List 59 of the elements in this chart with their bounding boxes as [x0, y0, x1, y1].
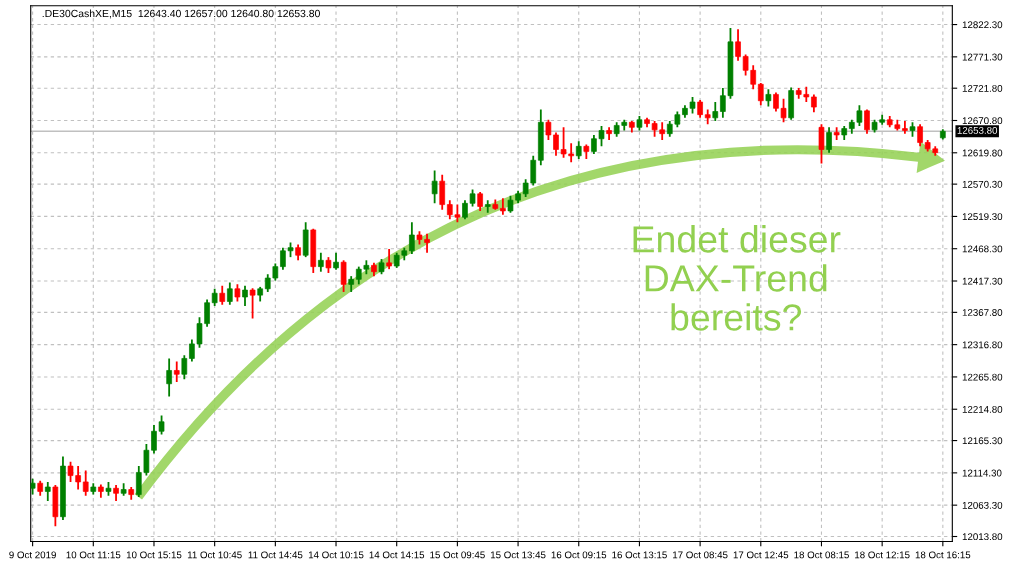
- chart-title: .DE30CashXE,M15 12643.40 12657.00 12640.80 12653.80: [42, 9, 320, 19]
- candlestick: [82, 469, 89, 497]
- y-tick-label: 12771.30: [962, 53, 1003, 61]
- candlestick: [826, 126, 832, 154]
- candlestick: [173, 360, 180, 383]
- x-tick-label: 15 Oct 09:45: [430, 551, 485, 559]
- x-tick-label: 17 Oct 08:45: [673, 551, 728, 559]
- candlestick: [249, 287, 256, 320]
- x-tick-label: 18 Oct 08:15: [794, 551, 849, 559]
- candlestick: [712, 101, 719, 122]
- x-tick-label: 17 Oct 12:45: [733, 551, 789, 559]
- x-tick-label: 14 Oct 10:15: [308, 551, 364, 559]
- x-tick-label: 15 Oct 13:45: [490, 551, 546, 559]
- candlestick: [917, 123, 923, 148]
- y-tick-label: 12063.30: [962, 501, 1003, 509]
- candlestick: [735, 28, 741, 62]
- x-tick-label: 10 Oct 11:15: [66, 551, 121, 559]
- y-tick-label: 12114.30: [962, 469, 1002, 477]
- candlestick: [318, 251, 324, 273]
- candlestick: [242, 284, 248, 307]
- x-tick-label: 11 Oct 14:45: [248, 551, 303, 559]
- x-tick-label: 14 Oct 14:15: [369, 551, 425, 559]
- candlestick: [439, 173, 446, 211]
- candlestick: [818, 123, 825, 165]
- ref-line-label: 12653.80: [957, 126, 998, 134]
- y-tick-label: 12670.80: [962, 117, 1003, 125]
- y-tick-label: 12265.80: [962, 373, 1003, 381]
- y-tick-label: 12721.80: [962, 84, 1003, 92]
- candlestick: [409, 221, 415, 255]
- candlestick: [386, 248, 392, 271]
- candlestick: [864, 108, 870, 135]
- y-tick-label: 12417.30: [962, 277, 1003, 285]
- y-tick-label: 12570.30: [962, 180, 1003, 188]
- y-tick-label: 12619.80: [962, 149, 1003, 157]
- candlestick: [431, 169, 438, 205]
- candlestick: [227, 281, 233, 306]
- y-tick-label: 12165.30: [962, 437, 1003, 445]
- candlestick: [477, 191, 483, 212]
- x-tick-label: 11 Oct 10:45: [187, 551, 242, 559]
- x-tick-label: 9 Oct 2019: [9, 551, 56, 559]
- candlestick: [44, 481, 51, 502]
- y-tick-label: 12519.30: [962, 213, 1003, 221]
- x-tick-label: 18 Oct 12:15: [855, 551, 910, 559]
- candlestick: [181, 354, 188, 381]
- y-tick-label: 12468.30: [962, 245, 1003, 253]
- x-tick-label: 18 Oct 16:15: [915, 551, 971, 559]
- y-tick-label: 12214.80: [962, 405, 1003, 413]
- candlestick: [166, 357, 172, 398]
- y-tick-label: 12367.80: [962, 309, 1003, 316]
- candlestick: [219, 284, 226, 306]
- candlestick: [340, 259, 347, 293]
- x-tick-label: 16 Oct 13:15: [612, 551, 667, 559]
- y-tick-label: 12822.30: [962, 21, 1003, 29]
- x-tick-label: 16 Oct 09:15: [551, 551, 607, 559]
- candlestick: [757, 82, 764, 107]
- x-tick-label: 10 Oct 15:15: [126, 551, 182, 559]
- y-tick-label: 12316.80: [962, 341, 1003, 349]
- annotation: Endet dieser DAX-Trend bereits?: [633, 225, 841, 331]
- y-tick-label: 12013.80: [962, 533, 1003, 541]
